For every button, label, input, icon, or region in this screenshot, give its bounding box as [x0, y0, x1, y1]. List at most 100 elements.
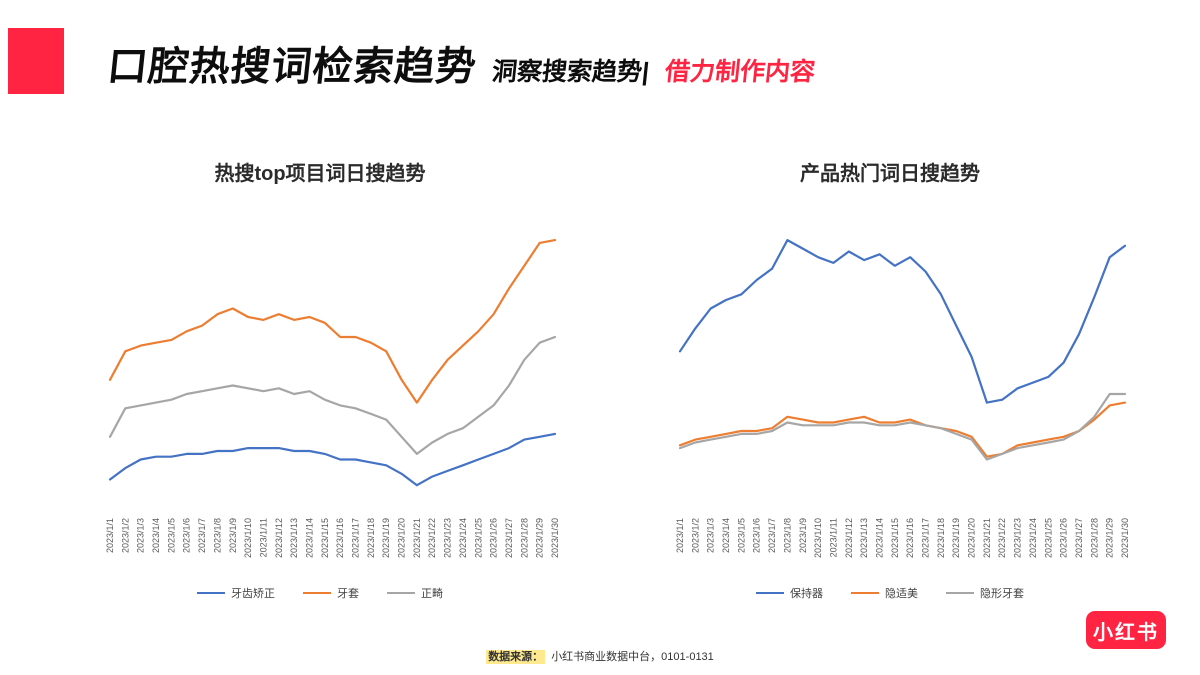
- x-axis-tick-label: 2023/1/29: [1105, 518, 1115, 558]
- legend-label: 隐形牙套: [980, 588, 1024, 600]
- x-axis-tick-label: 2023/1/28: [519, 518, 529, 558]
- x-axis-tick-label: 2023/1/13: [289, 518, 299, 558]
- series-line-2: [108, 335, 557, 455]
- x-axis-tick-label: 2023/1/7: [767, 518, 777, 553]
- x-axis-tick-label: 2023/1/25: [473, 518, 483, 558]
- legend-swatch: [756, 592, 784, 594]
- x-axis-tick-label: 2023/1/15: [890, 518, 900, 558]
- legend-item: 隐适美: [851, 585, 918, 601]
- x-axis-tick-label: 2023/1/11: [828, 518, 838, 557]
- x-axis-tick-label: 2023/1/14: [304, 518, 314, 558]
- x-axis-tick-label: 2023/1/16: [905, 518, 915, 558]
- x-axis-tick-label: 2023/1/11: [258, 518, 268, 557]
- x-axis-tick-label: 2023/1/16: [335, 518, 345, 558]
- x-axis-tick-label: 2023/1/25: [1043, 518, 1053, 558]
- x-axis-tick-label: 2023/1/7: [197, 518, 207, 553]
- legend-swatch: [851, 592, 879, 594]
- legend-label: 保持器: [790, 588, 823, 600]
- legend-item: 保持器: [756, 585, 823, 601]
- chart-left: 热搜top项目词日搜趋势 2023/1/1 2023/1/2 2023/1/3 202…: [70, 160, 570, 601]
- legend-label: 正畸: [421, 588, 443, 600]
- x-axis-tick-label: 2023/1/29: [535, 518, 545, 558]
- charts-row: 热搜top项目词日搜趋势 2023/1/1 2023/1/2 2023/1/3 202…: [70, 160, 1140, 601]
- x-axis-tick-label: 2023/1/4: [151, 518, 161, 553]
- line-chart-canvas: 2023/1/1 2023/1/2 2023/1/3 2023/1/4 2023/1/5…: [675, 238, 1130, 558]
- x-axis-tick-label: 2023/1/5: [166, 518, 176, 553]
- x-axis-tick-label: 2023/1/21: [982, 518, 992, 558]
- x-axis-tick-label: 2023/1/4: [721, 518, 731, 553]
- x-axis-tick-label: 2023/1/23: [1013, 518, 1023, 558]
- x-axis-tick-label: 2023/1/27: [1074, 518, 1084, 558]
- brand-red-block: [8, 28, 64, 94]
- chart-right: 产品热门词日搜趋势 2023/1/1 2023/1/2 2023/1/3 2023/1…: [640, 160, 1140, 601]
- legend-swatch: [946, 592, 974, 594]
- chart-title: 热搜top项目词日搜趋势: [214, 163, 426, 185]
- x-axis-tick-label: 2023/1/14: [874, 518, 884, 558]
- x-axis-tick-label: 2023/1/24: [1028, 518, 1038, 558]
- x-axis-tick-label: 2023/1/19: [381, 518, 391, 558]
- x-axis-tick-label: 2023/1/12: [274, 518, 284, 558]
- line-chart-canvas: 2023/1/1 2023/1/2 2023/1/3 2023/1/4 2023/1/5…: [105, 238, 560, 558]
- x-axis-tick-label: 2023/1/3: [706, 518, 716, 553]
- x-axis-tick-label: 2023/1/20: [397, 518, 407, 558]
- x-axis-tick-label: 2023/1/26: [1059, 518, 1069, 558]
- legend-item: 牙套: [303, 585, 359, 601]
- x-axis-tick-label: 2023/1/21: [412, 518, 422, 558]
- series-line-1: [678, 401, 1127, 458]
- legend-label: 隐适美: [885, 588, 918, 600]
- chart-legend: 保持器 隐适美 隐形牙套: [640, 585, 1140, 601]
- x-axis-tick-label: 2023/1/10: [243, 518, 253, 558]
- x-axis-tick-label: 2023/1/9: [798, 518, 808, 553]
- series-line-0: [108, 432, 557, 487]
- x-axis-tick-label: 2023/1/6: [182, 518, 192, 553]
- x-axis-tick-label: 2023/1/30: [550, 518, 560, 558]
- x-axis-tick-label: 2023/1/19: [951, 518, 961, 558]
- page-subtitle: 洞察搜索趋势|: [490, 58, 651, 86]
- legend-item: 牙齿矫正: [197, 585, 275, 601]
- data-source-note: 数据来源： 小红书商业数据中台，0101-0131: [0, 648, 1200, 664]
- chart-plot: 2023/1/1 2023/1/2 2023/1/3 2023/1/4 2023/1/5…: [640, 188, 1140, 581]
- page-title: 口腔热搜词检索趋势: [105, 45, 479, 89]
- series-line-1: [108, 238, 557, 404]
- legend-swatch: [303, 592, 331, 594]
- x-axis-tick-label: 2023/1/8: [782, 518, 792, 553]
- x-axis-tick-label: 2023/1/10: [813, 518, 823, 558]
- x-axis-tick-label: 2023/1/28: [1089, 518, 1099, 558]
- legend-swatch: [197, 592, 225, 594]
- x-axis-tick-label: 2023/1/1: [105, 518, 115, 553]
- series-line-0: [678, 238, 1127, 404]
- chart-title: 产品热门词日搜趋势: [800, 163, 980, 185]
- x-axis-tick-label: 2023/1/30: [1120, 518, 1130, 558]
- xiaohongshu-logo: 小红书: [1086, 611, 1166, 649]
- data-source-value: 小红书商业数据中台，0101-0131: [551, 651, 714, 663]
- x-axis-tick-label: 2023/1/23: [443, 518, 453, 558]
- x-axis-tick-label: 2023/1/1: [675, 518, 685, 553]
- legend-label: 牙齿矫正: [231, 588, 275, 600]
- legend-item: 隐形牙套: [946, 585, 1024, 601]
- legend-label: 牙套: [337, 588, 359, 600]
- x-axis-tick-label: 2023/1/17: [351, 518, 361, 558]
- page-subtitle-accent: 借力制作内容: [663, 58, 817, 86]
- x-axis-tick-label: 2023/1/22: [427, 518, 437, 558]
- x-axis-tick-label: 2023/1/2: [690, 518, 700, 553]
- x-axis-tick-label: 2023/1/13: [859, 518, 869, 558]
- chart-plot: 2023/1/1 2023/1/2 2023/1/3 2023/1/4 2023/1/5…: [70, 188, 570, 581]
- x-axis-tick-label: 2023/1/22: [997, 518, 1007, 558]
- x-axis-tick-label: 2023/1/20: [967, 518, 977, 558]
- x-axis-tick-label: 2023/1/2: [120, 518, 130, 553]
- x-axis-tick-label: 2023/1/27: [504, 518, 514, 558]
- legend-swatch: [387, 592, 415, 594]
- x-axis-tick-label: 2023/1/26: [489, 518, 499, 558]
- chart-legend: 牙齿矫正 牙套 正畸: [70, 585, 570, 601]
- data-source-label: 数据来源：: [486, 650, 546, 664]
- x-axis-tick-label: 2023/1/18: [366, 518, 376, 558]
- legend-item: 正畸: [387, 585, 443, 601]
- series-line-2: [678, 392, 1127, 461]
- x-axis-tick-label: 2023/1/12: [844, 518, 854, 558]
- x-axis-tick-label: 2023/1/18: [936, 518, 946, 558]
- x-axis-tick-label: 2023/1/5: [736, 518, 746, 553]
- x-axis-tick-label: 2023/1/17: [921, 518, 931, 558]
- x-axis-tick-label: 2023/1/6: [752, 518, 762, 553]
- x-axis-tick-label: 2023/1/24: [458, 518, 468, 558]
